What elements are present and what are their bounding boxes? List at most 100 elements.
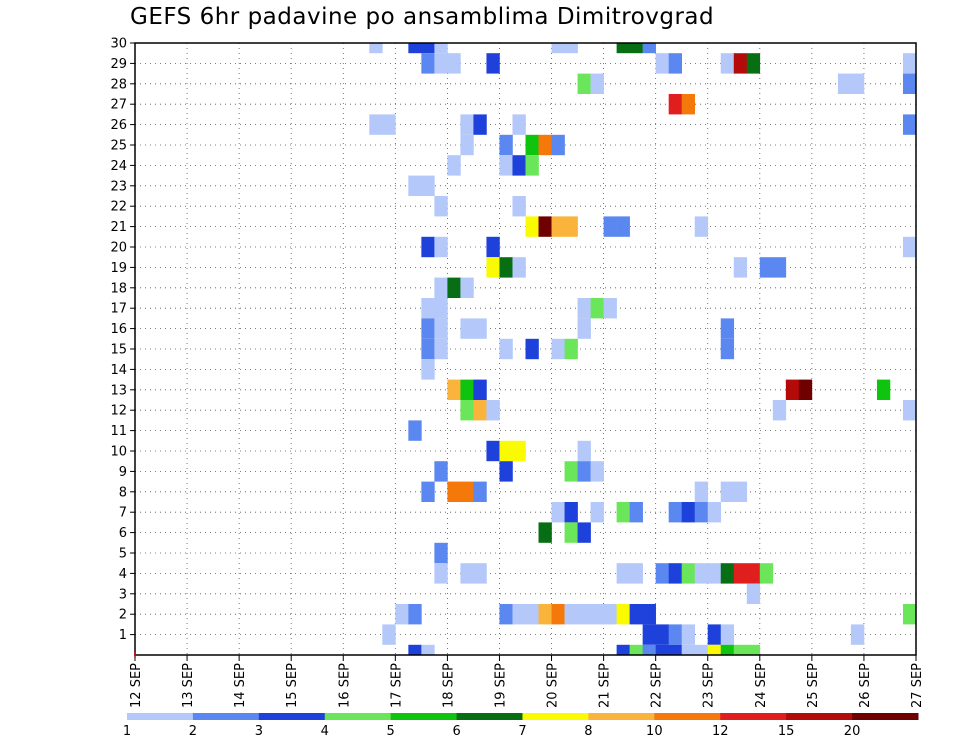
precip-cell (434, 277, 448, 298)
y-tick-label: 21 (110, 220, 127, 235)
legend-label: 5 (387, 724, 395, 739)
precip-cell (434, 318, 448, 339)
precip-cell (655, 53, 669, 74)
precip-cell (681, 644, 696, 655)
precip-cell (655, 624, 669, 645)
precip-cell (395, 604, 409, 625)
precip-cell (512, 155, 526, 176)
legend-label: 12 (712, 724, 729, 739)
legend-swatch (852, 713, 919, 720)
precip-cell (460, 400, 474, 421)
precip-cell (577, 440, 591, 462)
legend-label: 3 (255, 724, 263, 739)
precip-cell (694, 563, 709, 584)
y-tick-label: 14 (110, 363, 127, 378)
y-tick-label: 19 (110, 261, 127, 276)
y-tick-label: 5 (119, 547, 127, 562)
precip-cell (421, 43, 435, 54)
precip-cell (486, 440, 500, 462)
y-tick-label: 6 (119, 526, 127, 541)
x-tick-label: 25 SEP (806, 663, 821, 708)
precip-cell (499, 257, 513, 278)
precip-cell (681, 94, 696, 115)
precip-cell (759, 563, 774, 584)
precip-cell (720, 563, 735, 584)
precip-cell (629, 502, 643, 523)
y-tick-label: 1 (119, 628, 127, 643)
precip-cell (902, 236, 917, 258)
precip-cell (616, 216, 630, 237)
legend-label: 20 (844, 724, 861, 739)
y-tick-label: 25 (110, 139, 127, 154)
precip-cell (616, 644, 630, 655)
precip-cell (460, 134, 474, 156)
precip-cell (902, 53, 917, 74)
precip-cell (408, 43, 422, 54)
precip-cell (434, 196, 448, 217)
legend-label: 1 (123, 724, 131, 739)
precip-cell (746, 644, 761, 655)
precip-cell (590, 604, 604, 625)
precip-cell (642, 604, 656, 625)
y-tick-label: 2 (119, 608, 127, 623)
precip-cell (772, 400, 787, 421)
precip-cell (772, 257, 787, 278)
y-tick-label: 9 (119, 465, 127, 480)
precip-cell (785, 379, 800, 400)
legend-label: 10 (646, 724, 663, 739)
precip-cell (746, 53, 761, 74)
precip-cell (421, 175, 435, 196)
precip-cell (746, 563, 761, 584)
precip-cell (473, 114, 487, 135)
x-tick-label: 17 SEP (389, 663, 404, 708)
precip-cell (837, 73, 852, 94)
precip-cell (434, 236, 448, 258)
x-tick-label: 23 SEP (702, 663, 717, 708)
precip-cell (655, 644, 669, 655)
precip-cell (525, 134, 539, 156)
precip-cell (434, 338, 448, 360)
precip-cell (668, 502, 682, 523)
x-tick-label: 15 SEP (285, 663, 300, 708)
precip-cell (655, 563, 669, 584)
precip-cell (720, 644, 735, 655)
precip-cell (876, 379, 891, 400)
precip-cell (486, 236, 500, 258)
precip-cell (525, 338, 539, 360)
precip-cell (694, 481, 709, 502)
precip-cell (538, 216, 552, 237)
precip-cell (603, 216, 617, 237)
precip-cell (382, 114, 396, 135)
x-tick-label: 16 SEP (337, 663, 352, 708)
precip-cell (499, 155, 513, 176)
y-tick-label: 22 (110, 200, 127, 215)
precip-cell (681, 563, 696, 584)
precip-cell (694, 216, 709, 237)
precip-cell (512, 440, 526, 462)
precip-cell (668, 94, 682, 115)
precip-cell (629, 563, 643, 584)
precip-cell (603, 298, 617, 319)
precip-cell (577, 318, 591, 339)
precip-cell (538, 134, 552, 156)
precip-cell (733, 563, 748, 584)
y-tick-label: 15 (110, 343, 127, 358)
precip-cell (577, 73, 591, 94)
precip-cell (460, 318, 474, 339)
precip-cell (642, 644, 656, 655)
y-axis-ticks: 1234567891011121314151617181920212223242… (110, 37, 135, 643)
precip-cell (707, 502, 722, 523)
legend-label: 6 (452, 724, 460, 739)
precip-cell (733, 481, 748, 502)
y-tick-label: 20 (110, 241, 127, 256)
precip-cell (720, 624, 735, 645)
y-tick-label: 16 (110, 322, 127, 337)
precip-cell (473, 379, 487, 400)
precip-cell (434, 542, 448, 564)
x-tick-label: 21 SEP (598, 663, 613, 708)
precip-cell (551, 338, 565, 360)
precip-cell (616, 43, 630, 54)
x-tick-label: 24 SEP (754, 663, 769, 708)
precip-cell (460, 114, 474, 135)
